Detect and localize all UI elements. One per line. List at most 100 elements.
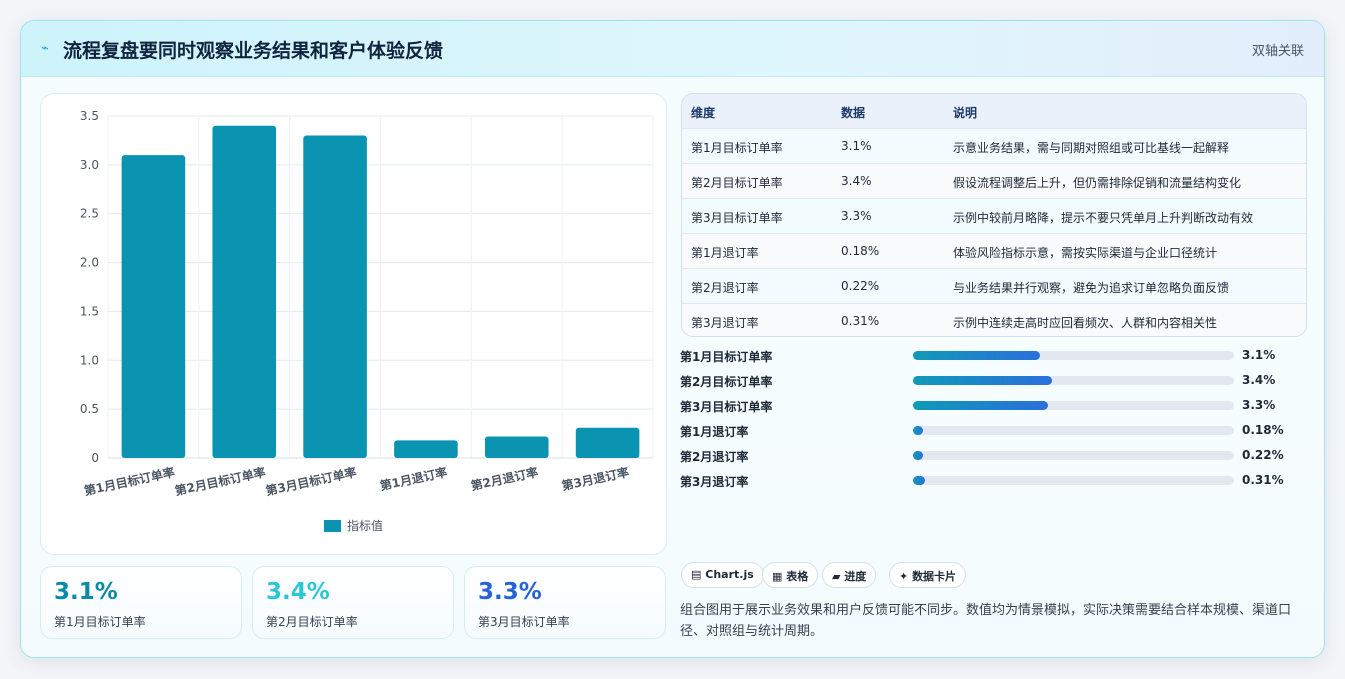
bar-chart: 00.51.01.52.02.53.03.5第1月目标订单率第2月目标订单率第3…	[80, 109, 654, 533]
table-row: 第3月目标订单率 3.3% 示例中较前月略降，提示不要只凭单月上升判断改动有效	[682, 198, 1306, 233]
chip-label: 数据卡片	[912, 570, 957, 583]
progress-row: 第2月退订率 0.22%	[680, 446, 1320, 466]
progress-value: 3.1%	[1242, 348, 1276, 362]
table-cell: 第3月退订率	[691, 316, 759, 330]
y-tick-label: 2.5	[80, 207, 99, 221]
footnote: 组合图用于展示业务效果和用户反馈可能不同步。数值均为情景模拟，实际决策需要结合样…	[680, 603, 1292, 639]
progress-fill	[913, 401, 1048, 410]
progress-track	[913, 376, 1234, 385]
dashboard-card: ⌁ 流程复盘要同时观察业务结果和客户体验反馈 双轴关联 0 0.5 1.0 1.5 2.…	[20, 20, 1325, 658]
table-cell: 第2月退订率	[691, 281, 759, 295]
progress-value: 3.4%	[1242, 373, 1276, 387]
bar	[575, 427, 640, 458]
chip-chartjs[interactable]: ▤ Chart.js	[681, 562, 764, 588]
progress-row: 第2月目标订单率 3.4%	[680, 371, 1320, 391]
table-cell: 体验风险指标示意，需按实际渠道与企业口径统计	[953, 246, 1218, 260]
stat-label: 第2月目标订单率	[266, 615, 358, 629]
progress-label: 第1月目标订单率	[680, 350, 773, 364]
table-icon: ▦	[772, 570, 783, 583]
table-cell: 3.1%	[841, 139, 872, 153]
progress-fill	[913, 351, 1040, 360]
x-tick-label: 第2月目标订单率	[173, 464, 266, 498]
page-title: 流程复盘要同时观察业务结果和客户体验反馈	[63, 40, 444, 62]
chip-table[interactable]: ▦ 表格	[762, 562, 819, 588]
table-cell: 第1月目标订单率	[691, 141, 783, 155]
chart-icon: ▤	[691, 568, 702, 581]
progress-row: 第3月退订率 0.31%	[680, 471, 1320, 491]
table-cell: 与业务结果并行观察，避免为追求订单忽略负面反馈	[953, 281, 1230, 295]
bar	[121, 155, 186, 459]
x-tick-label: 第3月目标订单率	[264, 464, 357, 498]
x-tick-label: 第1月目标订单率	[83, 464, 176, 498]
x-tick-label: 第3月退订率	[560, 464, 630, 493]
bar-chart-panel: 0 0.5 1.0 1.5 2.0 2.5 3.0 3.5 第1月目标订单率 第2月目标订单率 第3…	[40, 93, 667, 555]
table-row: 第1月目标订单率 3.1% 示意业务结果，需与同期对照组或可比基线一起解释	[682, 128, 1306, 163]
table-cell: 第2月目标订单率	[691, 176, 783, 190]
table-cell: 示意业务结果，需与同期对照组或可比基线一起解释	[953, 141, 1230, 155]
table-header-cell: 维度	[691, 106, 716, 120]
table-cell: 0.31%	[841, 314, 880, 328]
progress-row: 第3月目标订单率 3.3%	[680, 396, 1320, 416]
card-header: ⌁ 流程复盘要同时观察业务结果和客户体验反馈 双轴关联	[21, 21, 1324, 77]
chip-label: 表格	[786, 570, 809, 583]
progress-track	[913, 451, 1234, 460]
y-tick-label: 3.5	[80, 109, 99, 123]
chip-label: 进度	[844, 570, 867, 583]
progress-fill	[913, 426, 923, 435]
y-tick-label: 3.0	[80, 158, 99, 172]
table-row: 第2月目标订单率 3.4% 假设流程调整后上升，但仍需排除促销和流量结构变化	[682, 163, 1306, 198]
chip-progress[interactable]: ▰ 进度	[822, 562, 877, 588]
sparkle-icon: ✦	[899, 570, 909, 583]
y-tick-label: 0	[91, 451, 99, 465]
table-header-cell: 数据	[841, 106, 866, 120]
chip-data-card[interactable]: ✦ 数据卡片	[889, 562, 967, 588]
x-tick-label: 第2月退订率	[469, 464, 539, 493]
progress-label: 第2月目标订单率	[680, 375, 773, 389]
y-tick-label: 0.5	[80, 402, 99, 416]
progress-value: 0.18%	[1242, 423, 1284, 437]
progress-value: 0.22%	[1242, 448, 1284, 462]
stat-value: 3.1%	[54, 579, 118, 605]
progress-row: 第1月目标订单率 3.1%	[680, 346, 1320, 366]
bar	[484, 436, 549, 458]
progress-label: 第2月退订率	[680, 450, 749, 464]
table-cell: 0.22%	[841, 279, 880, 293]
progress-label: 第3月目标订单率	[680, 400, 773, 414]
stat-value: 3.4%	[266, 579, 330, 605]
legend-swatch	[324, 520, 341, 532]
progress-track	[913, 426, 1234, 435]
dual-axis-tag[interactable]: 双轴关联	[1251, 44, 1304, 59]
table-cell: 第1月退订率	[691, 246, 759, 260]
bar	[212, 125, 277, 459]
progress-value: 0.31%	[1242, 473, 1284, 487]
table-cell: 第3月目标订单率	[691, 211, 783, 225]
table-cell: 3.4%	[841, 174, 872, 188]
stat-card-month1: 3.1% 第1月目标订单率	[40, 566, 242, 639]
table-cell: 示例中较前月略降，提示不要只凭单月上升判断改动有效	[953, 211, 1254, 225]
stat-card-month2: 3.4% 第2月目标订单率	[252, 566, 454, 639]
progress-track	[913, 351, 1234, 360]
progress-icon: ▰	[832, 570, 841, 583]
y-tick-label: 1.0	[80, 353, 99, 367]
chip-label: Chart.js	[705, 568, 754, 581]
table-row: 第2月退订率 0.22% 与业务结果并行观察，避免为追求订单忽略负面反馈	[682, 268, 1306, 303]
stat-label: 第3月目标订单率	[478, 615, 570, 629]
progress-fill	[913, 451, 923, 460]
table-header-row: 维度 数据 说明	[682, 94, 1306, 128]
data-table: 维度 数据 说明 第1月目标订单率 3.1% 示意业务结果，需与同期对照组或可比…	[681, 93, 1307, 337]
bolt-icon: ⌁	[41, 41, 49, 56]
progress-value: 3.3%	[1242, 398, 1276, 412]
table-cell: 示例中连续走高时应回看频次、人群和内容相关性	[953, 316, 1218, 330]
progress-track	[913, 401, 1234, 410]
progress-track	[913, 476, 1234, 485]
table-cell: 假设流程调整后上升，但仍需排除促销和流量结构变化	[953, 176, 1242, 190]
y-tick-label: 1.5	[80, 304, 99, 318]
progress-label: 第1月退订率	[680, 425, 749, 439]
progress-fill	[913, 476, 925, 485]
bar	[303, 135, 367, 459]
progress-row: 第1月退订率 0.18%	[680, 421, 1320, 441]
progress-label: 第3月退订率	[680, 475, 749, 489]
y-tick-label: 2.0	[80, 256, 99, 270]
table-row: 第1月退订率 0.18% 体验风险指标示意，需按实际渠道与企业口径统计	[682, 233, 1306, 268]
stat-value: 3.3%	[478, 579, 542, 605]
